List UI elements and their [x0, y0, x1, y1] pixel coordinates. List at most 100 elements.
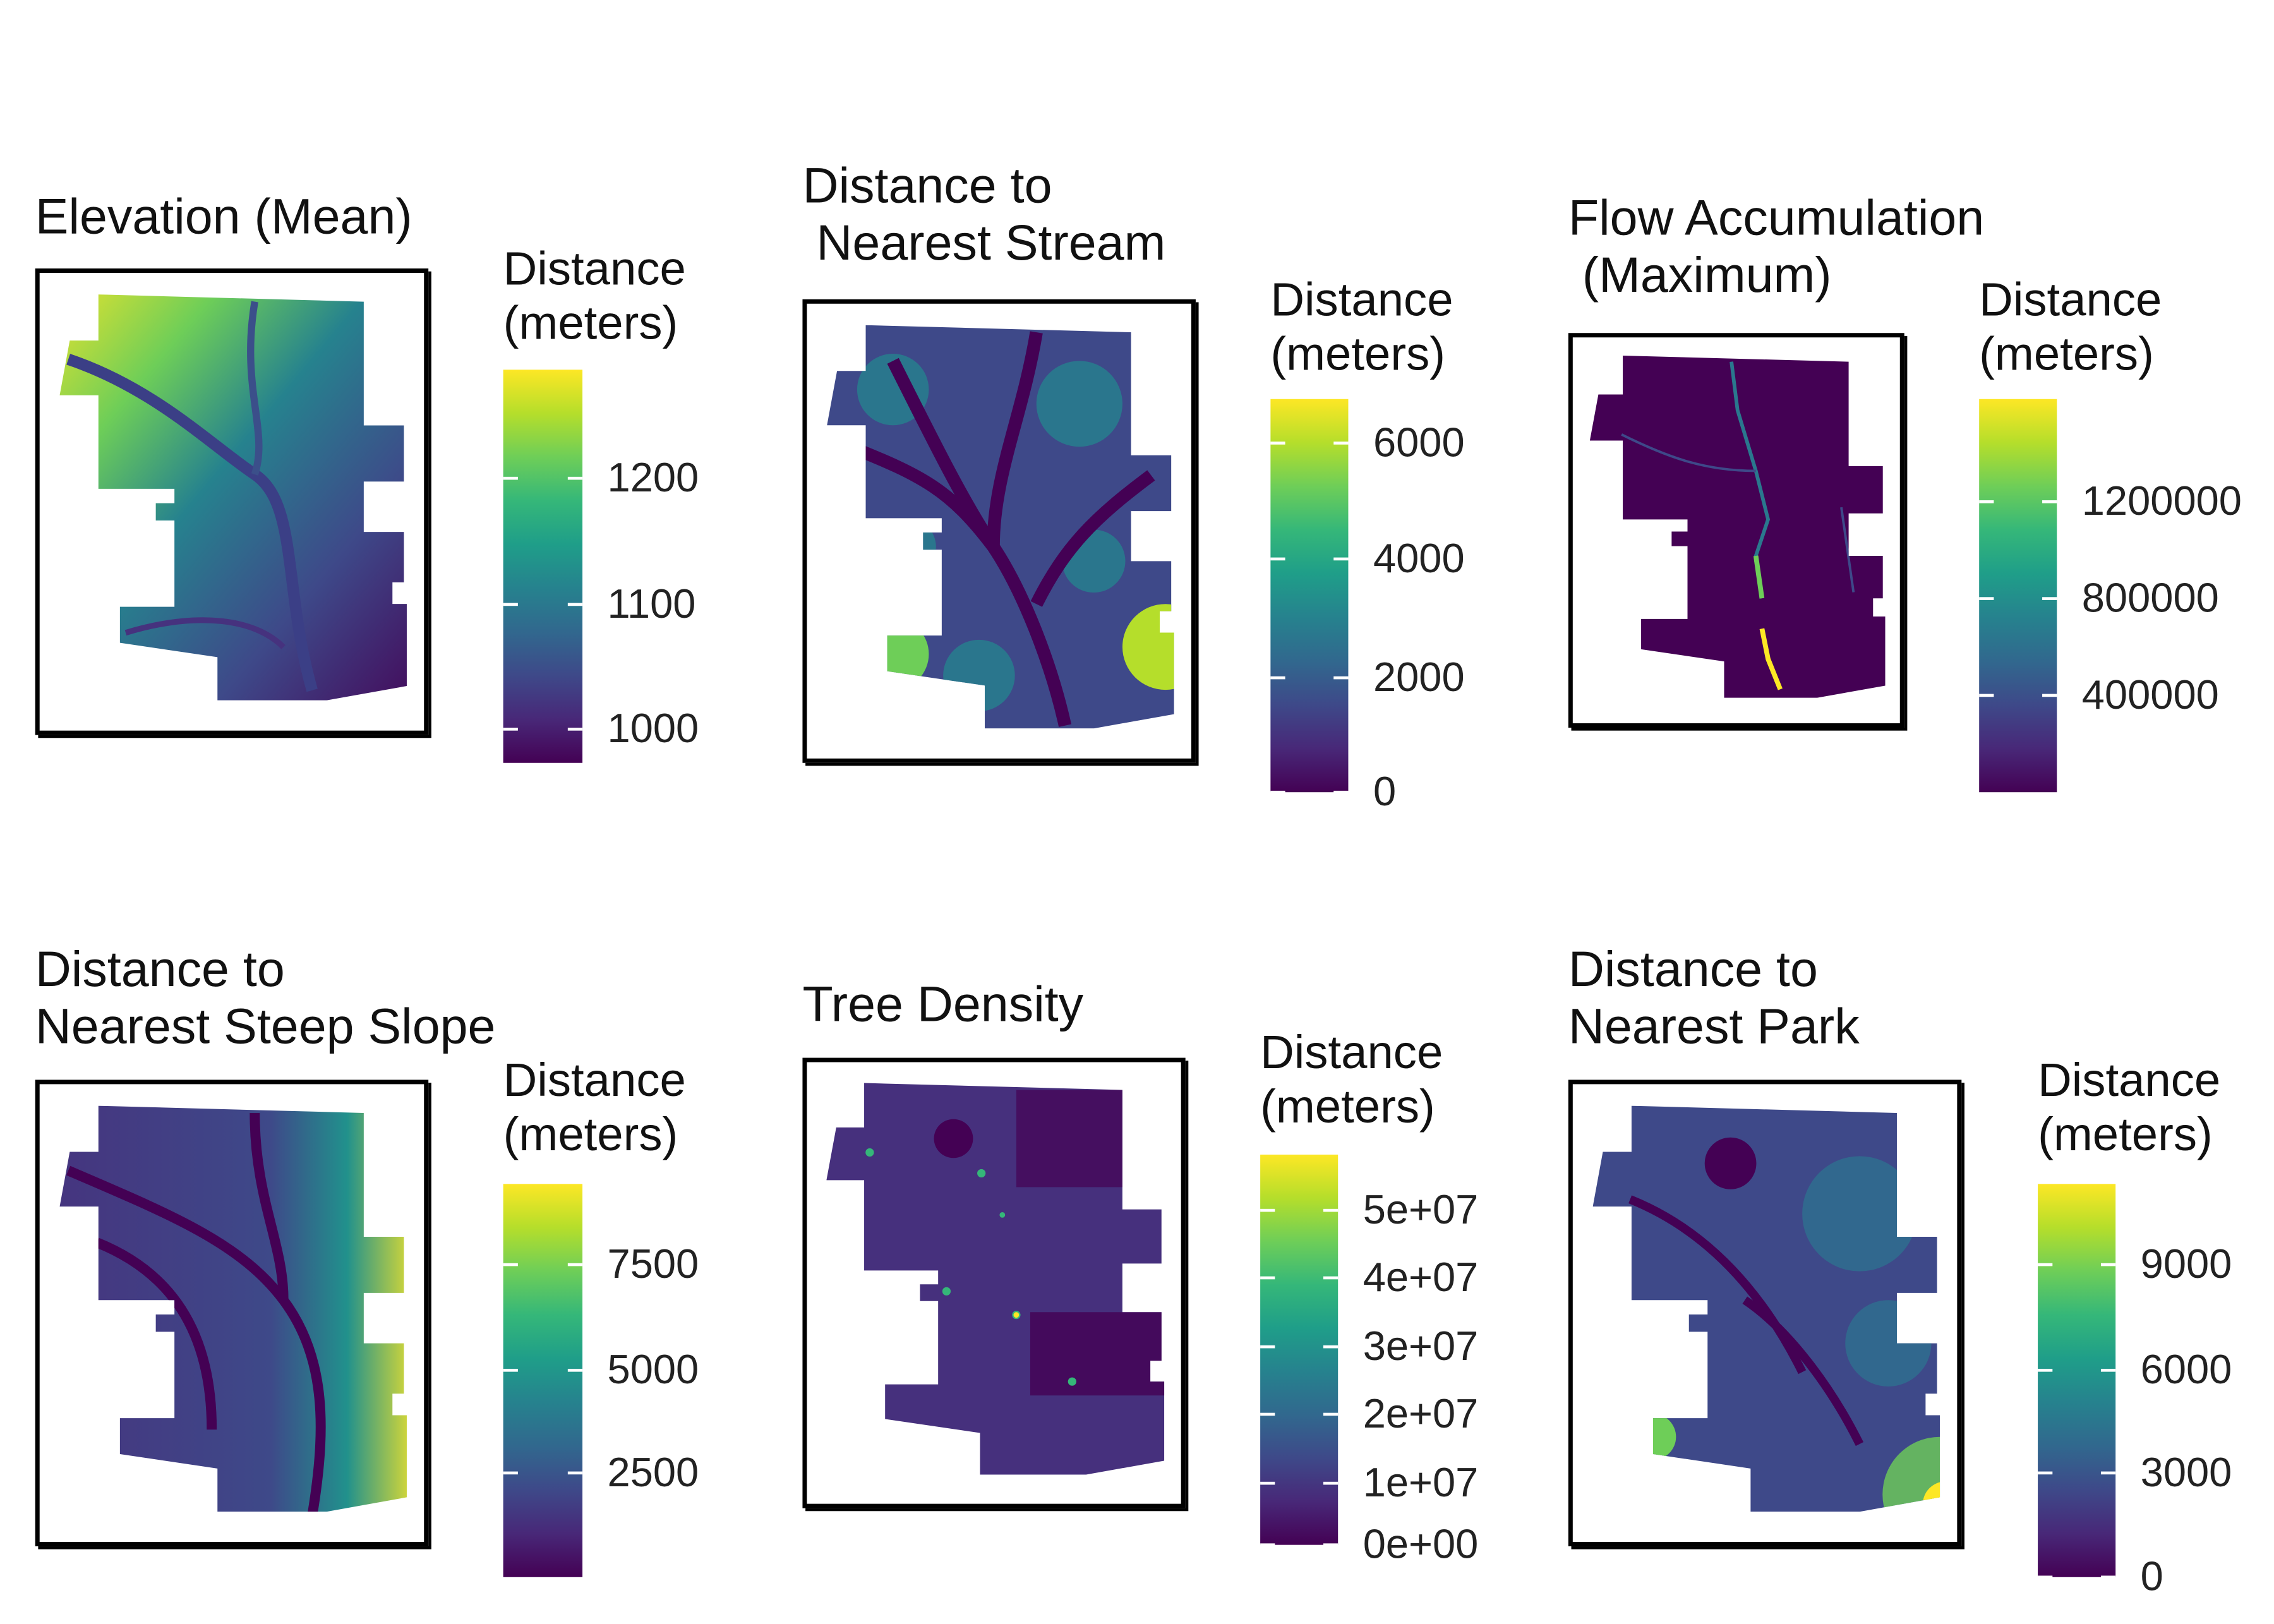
- flow-accumulation-colorbar: [1979, 399, 2057, 793]
- flow-accumulation-tick-mark: [1979, 694, 1994, 697]
- park-distance-title: Distance to Nearest Park: [1568, 942, 1860, 1055]
- steep-slope-distance-tick-mark: [567, 1471, 583, 1475]
- tree-density-tick-mark: [1323, 1481, 1339, 1485]
- tree-density-tick-label: 0e+00: [1363, 1521, 1479, 1567]
- steep-slope-distance-legend-title: Distance (meters): [503, 1053, 686, 1161]
- park-distance-tick-label: 6000: [2140, 1347, 2232, 1393]
- steep-slope-distance-tick-mark: [567, 1263, 583, 1266]
- stream-distance-tick-mark: [1270, 442, 1285, 445]
- stream-distance-tick-mark: [1333, 442, 1349, 445]
- park-distance-tick-mark: [2100, 1471, 2116, 1475]
- park-distance-tick-label: 3000: [2140, 1449, 2232, 1495]
- tree-density-tick-mark: [1323, 1208, 1339, 1212]
- elevation-tick-mark: [567, 603, 583, 606]
- stream-distance-tick-mark: [1270, 790, 1285, 794]
- stream-distance-raster: [827, 325, 1174, 729]
- stream-distance-tick-label: 0: [1373, 769, 1397, 815]
- tree-density-tick-mark: [1323, 1345, 1339, 1349]
- tree-density-tick-label: 1e+07: [1363, 1459, 1479, 1505]
- steep-slope-distance-title: Distance to Nearest Steep Slope: [35, 942, 496, 1055]
- park-distance-tick-mark: [2038, 1575, 2053, 1579]
- tree-density-map: [802, 1057, 1186, 1508]
- tree-density-tick-mark: [1260, 1412, 1275, 1416]
- elevation-map: [35, 268, 429, 735]
- tree-density-tick-mark: [1260, 1345, 1275, 1349]
- stream-distance-tick-label: 2000: [1373, 654, 1465, 700]
- stream-distance-tick-mark: [1333, 790, 1349, 794]
- tree-density-legend-title: Distance (meters): [1260, 1025, 1443, 1133]
- tree-density-colorbar: [1260, 1154, 1339, 1545]
- park-distance-colorbar: [2038, 1184, 2116, 1577]
- stream-distance-colorbar: [1270, 399, 1349, 793]
- elevation-tick-mark: [503, 476, 518, 480]
- tree-density-tick-label: 4e+07: [1363, 1254, 1479, 1300]
- flow-accumulation-title: Flow Accumulation (Maximum): [1568, 190, 1985, 304]
- flow-accumulation-tick-label: 800000: [2081, 575, 2219, 621]
- park-distance-raster: [1592, 1105, 1940, 1512]
- stream-distance-tick-label: 6000: [1373, 419, 1465, 466]
- flow-accumulation-tick-label: 1200000: [2081, 478, 2242, 524]
- flow-accumulation-tick-mark: [2042, 694, 2057, 697]
- elevation-tick-mark: [503, 728, 518, 731]
- elevation-colorbar: [503, 370, 583, 763]
- elevation-tick-label: 1100: [607, 580, 696, 627]
- elevation-tick-mark: [503, 603, 518, 606]
- park-distance-tick-label: 0: [2140, 1553, 2163, 1599]
- park-distance-tick-mark: [2100, 1263, 2116, 1266]
- tree-density-title: Tree Density: [802, 977, 1084, 1033]
- tree-density-raster: [826, 1083, 1165, 1475]
- steep-slope-distance-raster: [59, 1105, 407, 1512]
- tree-density-tick-label: 2e+07: [1363, 1390, 1479, 1436]
- steep-slope-distance-tick-label: 5000: [607, 1347, 699, 1393]
- park-distance-tick-mark: [2038, 1368, 2053, 1372]
- elevation-tick-label: 1200: [607, 455, 699, 501]
- steep-slope-distance-colorbar: [503, 1184, 583, 1577]
- park-distance-tick-mark: [2100, 1368, 2116, 1372]
- park-distance-tick-mark: [2038, 1471, 2053, 1475]
- stream-distance-title: Distance to Nearest Stream: [802, 158, 1166, 272]
- elevation-tick-label: 1000: [607, 706, 699, 752]
- stream-distance-tick-mark: [1270, 676, 1285, 680]
- park-distance-legend-title: Distance (meters): [2038, 1053, 2221, 1161]
- steep-slope-distance-tick-label: 2500: [607, 1449, 699, 1495]
- flow-accumulation-map: [1568, 333, 1904, 728]
- stream-distance-tick-mark: [1270, 557, 1285, 561]
- stream-distance-tick-mark: [1333, 557, 1349, 561]
- flow-accumulation-tick-mark: [1979, 597, 1994, 600]
- tree-density-tick-mark: [1260, 1481, 1275, 1485]
- tree-density-tick-mark: [1323, 1276, 1339, 1280]
- stream-distance-tick-label: 4000: [1373, 535, 1465, 581]
- tree-density-tick-label: 5e+07: [1363, 1186, 1479, 1232]
- flow-accumulation-raster: [1589, 356, 1886, 698]
- park-distance-tick-mark: [2100, 1575, 2116, 1579]
- stream-distance-tick-mark: [1333, 676, 1349, 680]
- park-distance-map: [1568, 1080, 1962, 1547]
- elevation-tick-mark: [567, 728, 583, 731]
- steep-slope-distance-tick-mark: [503, 1368, 518, 1372]
- tree-density-tick-mark: [1323, 1543, 1339, 1547]
- steep-slope-distance-tick-mark: [503, 1471, 518, 1475]
- flow-accumulation-tick-mark: [2042, 597, 2057, 600]
- elevation-title: Elevation (Mean): [35, 189, 412, 245]
- park-distance-tick-label: 9000: [2140, 1241, 2232, 1287]
- tree-density-tick-mark: [1260, 1543, 1275, 1547]
- elevation-legend-title: Distance (meters): [503, 242, 686, 349]
- elevation-raster: [59, 294, 407, 701]
- tree-density-tick-mark: [1323, 1412, 1339, 1416]
- steep-slope-distance-tick-label: 7500: [607, 1241, 699, 1287]
- flow-accumulation-tick-label: 400000: [2081, 671, 2219, 718]
- flow-accumulation-tick-mark: [2042, 500, 2057, 503]
- tree-density-tick-mark: [1260, 1208, 1275, 1212]
- flow-accumulation-legend-title: Distance (meters): [1979, 273, 2162, 380]
- flow-accumulation-tick-mark: [1979, 500, 1994, 503]
- stream-distance-map: [802, 299, 1196, 763]
- steep-slope-distance-tick-mark: [567, 1368, 583, 1372]
- tree-density-tick-label: 3e+07: [1363, 1323, 1479, 1369]
- steep-slope-distance-map: [35, 1080, 429, 1547]
- steep-slope-distance-tick-mark: [503, 1263, 518, 1266]
- tree-density-tick-mark: [1260, 1276, 1275, 1280]
- stream-distance-legend-title: Distance (meters): [1270, 273, 1453, 380]
- park-distance-tick-mark: [2038, 1263, 2053, 1266]
- elevation-tick-mark: [567, 476, 583, 480]
